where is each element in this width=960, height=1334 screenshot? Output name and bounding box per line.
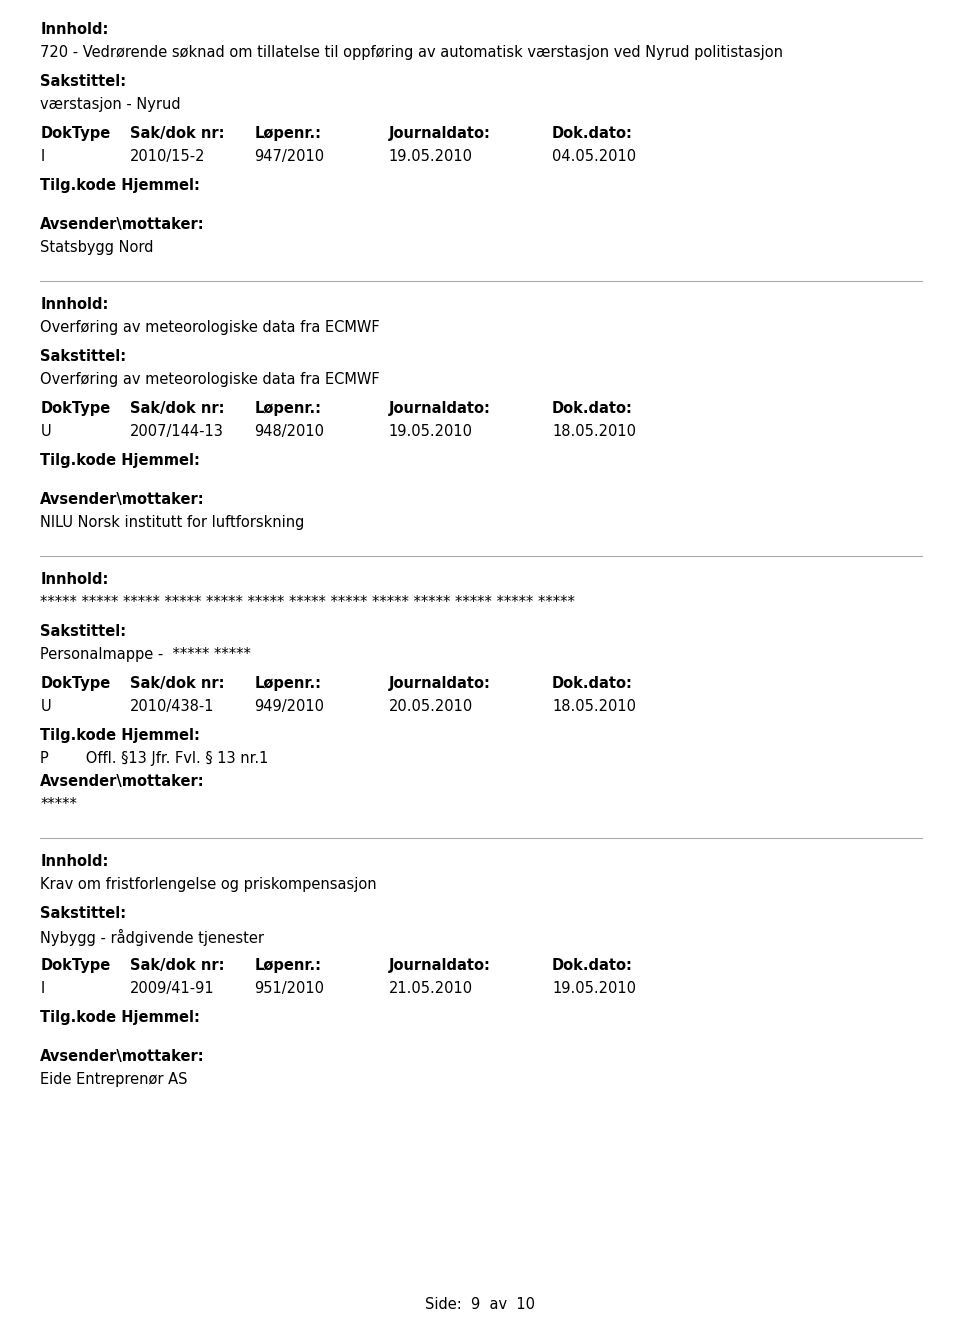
Text: Sakstittel:: Sakstittel: [40,73,127,89]
Text: Dok.dato:: Dok.dato: [552,676,633,691]
Text: 2009/41-91: 2009/41-91 [130,980,214,996]
Text: 19.05.2010: 19.05.2010 [389,149,472,164]
Text: Tilg.kode Hjemmel:: Tilg.kode Hjemmel: [40,728,201,743]
Text: Avsender\mottaker:: Avsender\mottaker: [40,1049,204,1065]
Text: 2010/15-2: 2010/15-2 [130,149,205,164]
Text: 720 - Vedrørende søknad om tillatelse til oppføring av automatisk værstasjon ved: 720 - Vedrørende søknad om tillatelse ti… [40,45,783,60]
Text: Personalmappe -  ***** *****: Personalmappe - ***** ***** [40,647,252,662]
Text: Løpenr.:: Løpenr.: [254,402,322,416]
Text: DokType: DokType [40,125,110,141]
Text: Eide Entreprenør AS: Eide Entreprenør AS [40,1073,188,1087]
Text: Løpenr.:: Løpenr.: [254,125,322,141]
Text: 951/2010: 951/2010 [254,980,324,996]
Text: Tilg.kode Hjemmel:: Tilg.kode Hjemmel: [40,454,201,468]
Text: P        Offl. §13 Jfr. Fvl. § 13 nr.1: P Offl. §13 Jfr. Fvl. § 13 nr.1 [40,751,269,766]
Text: Side:  9  av  10: Side: 9 av 10 [425,1297,535,1313]
Text: Sak/dok nr:: Sak/dok nr: [130,676,224,691]
Text: Tilg.kode Hjemmel:: Tilg.kode Hjemmel: [40,177,201,193]
Text: I: I [40,149,44,164]
Text: Overføring av meteorologiske data fra ECMWF: Overføring av meteorologiske data fra EC… [40,372,380,387]
Text: Sak/dok nr:: Sak/dok nr: [130,125,224,141]
Text: Statsbygg Nord: Statsbygg Nord [40,240,154,255]
Text: Tilg.kode Hjemmel:: Tilg.kode Hjemmel: [40,1010,201,1025]
Text: *****: ***** [40,796,77,812]
Text: U: U [40,699,51,714]
Text: Løpenr.:: Løpenr.: [254,958,322,972]
Text: 18.05.2010: 18.05.2010 [552,424,636,439]
Text: Sakstittel:: Sakstittel: [40,350,127,364]
Text: U: U [40,424,51,439]
Text: 18.05.2010: 18.05.2010 [552,699,636,714]
Text: NILU Norsk institutt for luftforskning: NILU Norsk institutt for luftforskning [40,515,304,530]
Text: 948/2010: 948/2010 [254,424,324,439]
Text: Nybygg - rådgivende tjenester: Nybygg - rådgivende tjenester [40,928,264,946]
Text: Sakstittel:: Sakstittel: [40,906,127,920]
Text: Innhold:: Innhold: [40,21,108,37]
Text: Sakstittel:: Sakstittel: [40,624,127,639]
Text: Løpenr.:: Løpenr.: [254,676,322,691]
Text: Dok.dato:: Dok.dato: [552,125,633,141]
Text: 21.05.2010: 21.05.2010 [389,980,473,996]
Text: 19.05.2010: 19.05.2010 [552,980,636,996]
Text: værstasjon - Nyrud: værstasjon - Nyrud [40,97,180,112]
Text: 947/2010: 947/2010 [254,149,324,164]
Text: 2007/144-13: 2007/144-13 [130,424,224,439]
Text: ***** ***** ***** ***** ***** ***** ***** ***** ***** ***** ***** ***** *****: ***** ***** ***** ***** ***** ***** ****… [40,595,575,610]
Text: Journaldato:: Journaldato: [389,125,491,141]
Text: 949/2010: 949/2010 [254,699,324,714]
Text: Journaldato:: Journaldato: [389,402,491,416]
Text: DokType: DokType [40,676,110,691]
Text: Krav om fristforlengelse og priskompensasjon: Krav om fristforlengelse og priskompensa… [40,876,377,892]
Text: Overføring av meteorologiske data fra ECMWF: Overføring av meteorologiske data fra EC… [40,320,380,335]
Text: DokType: DokType [40,958,110,972]
Text: Journaldato:: Journaldato: [389,676,491,691]
Text: DokType: DokType [40,402,110,416]
Text: I: I [40,980,44,996]
Text: Dok.dato:: Dok.dato: [552,958,633,972]
Text: Innhold:: Innhold: [40,572,108,587]
Text: 20.05.2010: 20.05.2010 [389,699,473,714]
Text: Journaldato:: Journaldato: [389,958,491,972]
Text: Sak/dok nr:: Sak/dok nr: [130,402,224,416]
Text: 04.05.2010: 04.05.2010 [552,149,636,164]
Text: Innhold:: Innhold: [40,854,108,868]
Text: Avsender\mottaker:: Avsender\mottaker: [40,217,204,232]
Text: Sak/dok nr:: Sak/dok nr: [130,958,224,972]
Text: Dok.dato:: Dok.dato: [552,402,633,416]
Text: Avsender\mottaker:: Avsender\mottaker: [40,774,204,788]
Text: Innhold:: Innhold: [40,297,108,312]
Text: 2010/438-1: 2010/438-1 [130,699,214,714]
Text: Avsender\mottaker:: Avsender\mottaker: [40,492,204,507]
Text: 19.05.2010: 19.05.2010 [389,424,472,439]
